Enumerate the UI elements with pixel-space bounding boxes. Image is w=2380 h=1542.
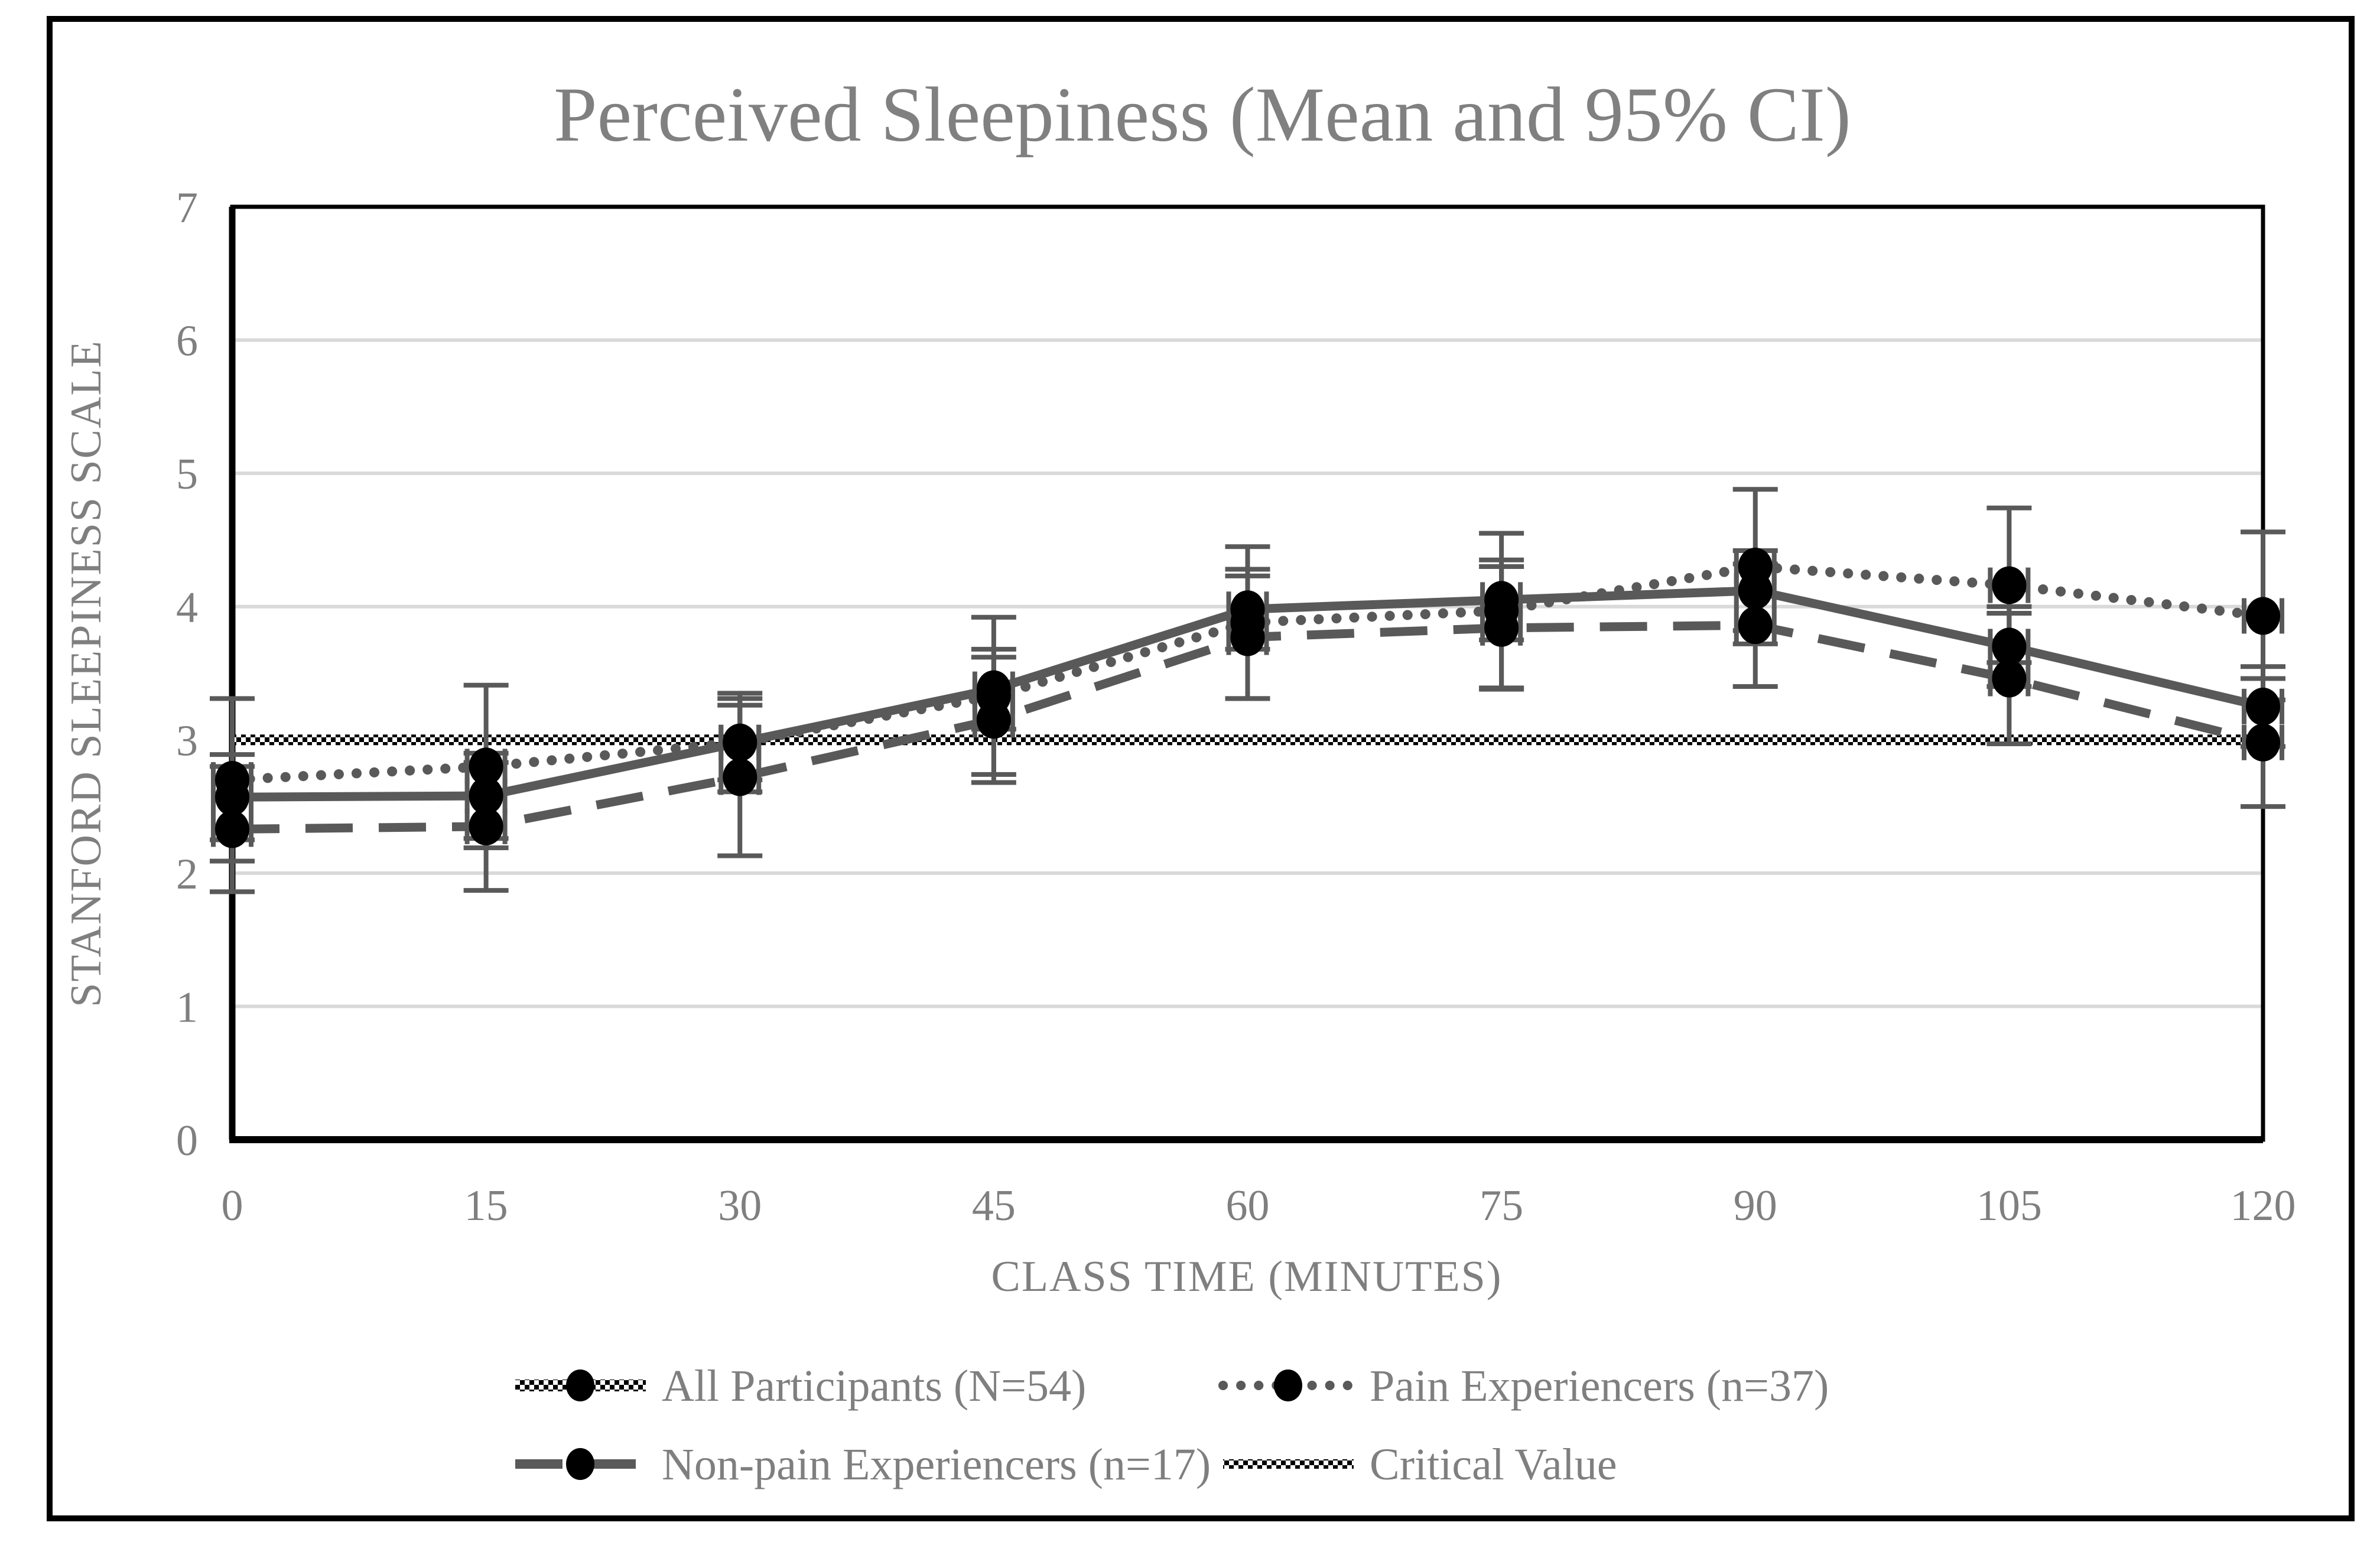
critical-value-line-layer [232, 734, 2263, 746]
critical-value-line [232, 734, 2263, 746]
legend-item-dotted: Pain Experiencers (n=37) [1218, 1361, 1829, 1411]
data-point-marker [1992, 627, 2027, 666]
data-point-marker [1992, 566, 2027, 604]
x-tick-label-90: 90 [1734, 1182, 1777, 1230]
data-point-marker [1992, 659, 2027, 698]
data-point-marker [469, 807, 503, 845]
y-axis-title: STANFORD SLEEPINESS SCALE [62, 340, 110, 1007]
legend-label: Critical Value [1370, 1440, 1617, 1489]
x-tick-label-120: 120 [2231, 1182, 2296, 1230]
y-tick-label-1: 1 [176, 983, 198, 1032]
legend: All Participants (N=54) Pain Experiencers… [515, 1361, 1829, 1489]
data-point-marker [1484, 609, 1519, 647]
data-point-marker [469, 747, 503, 786]
y-tick-label-6: 6 [176, 317, 198, 366]
data-point-marker [723, 758, 757, 796]
data-point-marker [469, 777, 503, 815]
y-tick-label-5: 5 [176, 450, 198, 499]
data-point-marker [976, 701, 1011, 739]
legend-label: Non-pain Experiencers (n=17) [662, 1440, 1211, 1489]
figure-border [47, 16, 2355, 1521]
x-tick-label-45: 45 [972, 1182, 1016, 1230]
x-tick-label-105: 105 [1976, 1182, 2042, 1230]
x-tick-label-30: 30 [718, 1182, 762, 1230]
legend-item-dashed: Non-pain Experiencers (n=17) [515, 1440, 1211, 1489]
chart-title: Perceived Sleepiness (Mean and 95% CI) [554, 71, 1851, 158]
y-tick-label-3: 3 [176, 717, 198, 765]
y-tick-label-7: 7 [176, 184, 198, 232]
data-point-marker [2246, 597, 2280, 635]
y-tick-label-2: 2 [176, 850, 198, 899]
y-tick-label-4: 4 [176, 584, 198, 632]
legend-label: Pain Experiencers (n=37) [1370, 1361, 1829, 1411]
legend-marker-dot-icon [566, 1369, 594, 1401]
x-tick-label-75: 75 [1480, 1182, 1523, 1230]
data-point-marker [1230, 618, 1265, 656]
x-axis-title: CLASS TIME (MINUTES) [991, 1253, 1503, 1301]
data-point-marker [723, 723, 757, 762]
data-point-marker [215, 810, 249, 848]
legend-item-hatched: Critical Value [1223, 1440, 1617, 1489]
data-point-marker [1738, 548, 1773, 586]
x-tick-label-0: 0 [222, 1182, 243, 1230]
x-axis-tick-labels: 0 15 30 45 60 75 90 105 120 [222, 1182, 2296, 1230]
legend-marker-dot-icon [566, 1448, 594, 1480]
legend-item-solid: All Participants (N=54) [515, 1361, 1086, 1411]
series-markers-layer [215, 548, 2280, 848]
data-point-marker [2246, 723, 2280, 762]
x-tick-label-15: 15 [464, 1182, 508, 1230]
y-axis-tick-labels: 0 1 2 3 4 5 6 7 [176, 184, 198, 1165]
legend-label: All Participants (N=54) [662, 1361, 1086, 1411]
data-point-marker [215, 760, 249, 799]
data-point-marker [1738, 606, 1773, 645]
y-tick-label-0: 0 [176, 1117, 198, 1165]
x-tick-label-60: 60 [1226, 1182, 1270, 1230]
series-markers-non-pain-experiencers [215, 606, 2280, 848]
legend-marker-dot-icon [1274, 1369, 1302, 1401]
legend-line-hatched-icon [1223, 1459, 1354, 1469]
data-point-marker [2246, 687, 2280, 726]
